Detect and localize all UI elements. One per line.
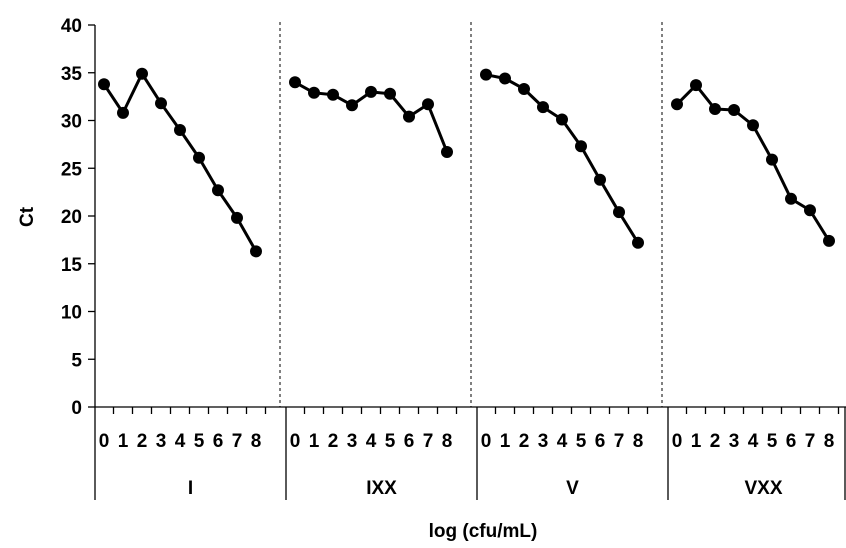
x-tick-label: 4 <box>175 431 186 452</box>
x-tick-label: 8 <box>251 431 262 452</box>
data-point-v <box>575 140 587 153</box>
data-point-i <box>193 151 205 164</box>
group-label-ixx: IXX <box>366 478 397 499</box>
x-tick-label: 4 <box>366 431 377 452</box>
x-axis-title: log (cfu/mL) <box>429 521 538 542</box>
x-tick-label: 1 <box>118 431 129 452</box>
data-point-vxx <box>709 103 721 116</box>
data-point-ixx <box>289 76 301 89</box>
series-layer <box>98 67 835 258</box>
x-tick-label: 7 <box>805 431 816 452</box>
x-tick-label: 3 <box>347 431 358 452</box>
x-tick-label: 0 <box>481 431 492 452</box>
x-tick-label: 8 <box>442 431 453 452</box>
x-tick-label: 7 <box>232 431 243 452</box>
x-tick-label: 6 <box>404 431 415 452</box>
data-point-vxx <box>728 103 740 116</box>
data-point-vxx <box>804 204 816 217</box>
x-tick-label: 7 <box>423 431 434 452</box>
data-point-ixx <box>441 146 453 159</box>
y-axis-title: Ct <box>17 206 38 227</box>
y-tick-label: 0 <box>71 398 82 419</box>
data-point-vxx <box>766 153 778 166</box>
data-point-v <box>556 113 568 126</box>
data-point-vxx <box>747 119 759 132</box>
group-label-vxx: VXX <box>744 478 782 499</box>
x-tick-label: 6 <box>213 431 224 452</box>
data-point-v <box>632 236 644 249</box>
x-tick-label: 2 <box>710 431 721 452</box>
data-point-vxx <box>823 234 835 247</box>
x-tick-label: 0 <box>99 431 110 452</box>
x-tick-label: 4 <box>748 431 759 452</box>
data-point-v <box>480 68 492 81</box>
y-tick-label: 15 <box>61 255 83 276</box>
y-tick-label: 40 <box>61 16 82 37</box>
series-line-v <box>485 73 640 244</box>
data-point-i <box>98 78 110 91</box>
y-tick-label: 20 <box>61 207 82 228</box>
x-tick-label: 1 <box>691 431 702 452</box>
x-tick-label: 0 <box>672 431 683 452</box>
x-tick-label: 5 <box>194 431 205 452</box>
x-tick-label: 3 <box>156 431 167 452</box>
series-line-i <box>102 72 258 253</box>
data-point-i <box>174 124 186 137</box>
data-point-ixx <box>403 110 415 123</box>
data-point-ixx <box>422 98 434 111</box>
data-point-v <box>594 173 606 186</box>
x-tick-label: 3 <box>729 431 740 452</box>
series-line-vxx <box>675 83 831 242</box>
x-tick-label: 2 <box>137 431 148 452</box>
x-tick-label: 0 <box>290 431 301 452</box>
data-point-v <box>613 206 625 219</box>
x-tick-label: 3 <box>538 431 549 452</box>
y-tick-label: 25 <box>61 159 83 180</box>
group-label-i: I <box>188 478 193 499</box>
data-point-i <box>155 97 167 110</box>
data-point-i <box>136 67 148 80</box>
y-tick-label: 30 <box>61 112 82 133</box>
x-tick-label: 8 <box>633 431 644 452</box>
data-point-v <box>499 72 511 85</box>
x-tick-label: 6 <box>595 431 606 452</box>
data-point-vxx <box>690 79 702 92</box>
data-point-i <box>231 211 243 224</box>
data-point-i <box>117 106 129 119</box>
x-tick-label: 5 <box>767 431 778 452</box>
x-tick-label: 2 <box>519 431 530 452</box>
y-tick-label: 35 <box>61 64 83 85</box>
data-point-ixx <box>346 99 358 112</box>
data-point-ixx <box>308 86 320 99</box>
x-tick-label: 2 <box>328 431 339 452</box>
y-tick-label: 10 <box>61 303 82 324</box>
group-separators <box>279 22 663 407</box>
y-tick-label: 5 <box>71 350 82 371</box>
x-tick-label: 5 <box>385 431 396 452</box>
data-point-i <box>250 245 262 258</box>
group-label-v: V <box>566 478 579 499</box>
data-point-vxx <box>785 192 797 205</box>
x-tick-label: 8 <box>824 431 835 452</box>
data-point-ixx <box>384 87 396 100</box>
x-tick-label: 6 <box>786 431 797 452</box>
x-tick-label: 5 <box>576 431 587 452</box>
x-tick-label: 1 <box>500 431 511 452</box>
data-point-i <box>212 184 224 197</box>
data-point-ixx <box>327 88 339 101</box>
data-point-v <box>518 82 530 95</box>
data-point-v <box>537 101 549 114</box>
data-point-vxx <box>671 98 683 111</box>
y-axis: 0 5 10 15 20 25 30 35 40 <box>61 16 96 419</box>
x-tick-label: 7 <box>614 431 625 452</box>
x-tick-label: 1 <box>309 431 320 452</box>
x-tick-label: 4 <box>557 431 568 452</box>
data-point-ixx <box>365 85 377 98</box>
